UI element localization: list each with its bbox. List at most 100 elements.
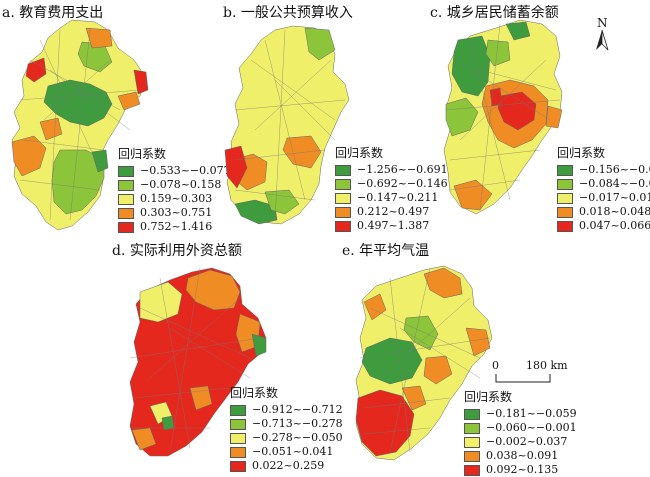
legend-label: −0.692~−0.146 bbox=[357, 177, 448, 190]
panel-d-legend: 回归系数 −0.912~−0.712 −0.713~−0.278 −0.278~… bbox=[230, 386, 343, 473]
legend-swatch bbox=[557, 220, 573, 232]
region-c-green-ne bbox=[505, 21, 531, 41]
legend-title: 回归系数 bbox=[335, 146, 384, 160]
region-e-orange-e bbox=[465, 327, 491, 357]
legend-swatch bbox=[230, 418, 246, 430]
legend-swatch bbox=[118, 193, 134, 205]
legend-swatch bbox=[118, 179, 134, 191]
region-d-yellow-nw bbox=[139, 281, 183, 323]
region-a-red-e bbox=[133, 69, 149, 95]
region-d-orange-ne bbox=[185, 269, 241, 311]
legend-swatch bbox=[464, 436, 480, 448]
region-a-orange-mid bbox=[39, 117, 63, 141]
region-b-red-sw bbox=[224, 145, 248, 189]
legend-item: −0.002~0.037 bbox=[464, 435, 577, 449]
region-b-green-ne bbox=[304, 27, 336, 61]
region-b-green-s bbox=[234, 199, 278, 225]
legend-label: −0.060~−0.001 bbox=[486, 421, 577, 434]
north-label: N bbox=[597, 16, 608, 30]
region-c-orange-e bbox=[545, 105, 563, 129]
legend-swatch bbox=[230, 446, 246, 458]
panel-a-legend: 回归系数 −0.533~−0.077 −0.078~0.158 0.159~0.… bbox=[118, 147, 231, 234]
legend-swatch bbox=[118, 207, 134, 219]
panel-b-title: b. 一般公共预算收入 bbox=[223, 5, 353, 21]
north-arrow-icon bbox=[596, 29, 609, 51]
panel-c-map bbox=[443, 19, 563, 215]
legend-item: −0.017~0.018 bbox=[557, 191, 650, 205]
panel-a-map bbox=[11, 19, 149, 231]
legend-swatch bbox=[557, 178, 573, 190]
panel-b-map bbox=[224, 25, 350, 225]
legend-label: −0.051~0.041 bbox=[252, 445, 334, 458]
legend-swatch bbox=[335, 164, 351, 176]
region-d-orange-se bbox=[189, 385, 213, 411]
legend-label: 0.752~1.416 bbox=[140, 220, 213, 233]
legend-item: 0.159~0.303 bbox=[118, 192, 231, 206]
legend-item: −0.051~0.041 bbox=[230, 445, 343, 459]
legend-swatch bbox=[464, 450, 480, 462]
region-c-lightgreen-n bbox=[485, 39, 511, 67]
legend-label: 0.038~0.091 bbox=[486, 449, 559, 462]
legend-item: −0.078~0.158 bbox=[118, 178, 231, 192]
panel-b-legend: 回归系数 −1.256~−0.691 −0.692~−0.146 −0.147~… bbox=[335, 146, 448, 233]
legend-swatch bbox=[335, 178, 351, 190]
panel-d-title: d. 实际利用外资总额 bbox=[112, 243, 242, 259]
scale-label-zero: 0 bbox=[492, 359, 499, 372]
legend-item: 0.752~1.416 bbox=[118, 220, 231, 234]
region-e-red-south bbox=[355, 389, 415, 457]
region-c-green-west bbox=[451, 35, 491, 97]
legend-label: 0.022~0.259 bbox=[252, 459, 325, 472]
legend-item: −0.278~−0.050 bbox=[230, 431, 343, 445]
legend-item: 0.018~0.048 bbox=[557, 205, 650, 219]
panel-a-title: a. 教育费用支出 bbox=[2, 5, 104, 21]
panel-e-title: e. 年平均气温 bbox=[342, 243, 430, 259]
region-d-orange-s bbox=[131, 427, 157, 451]
legend-item: −0.156~−0.083 bbox=[557, 163, 650, 177]
legend-title: 回归系数 bbox=[557, 146, 606, 160]
legend-label: −0.181~−0.059 bbox=[486, 407, 577, 420]
scale-label-distance: 180 km bbox=[526, 359, 568, 372]
panel-d: d. 实际利用外资总额 回归系数 −0.912~−0.712 −0.713~−0… bbox=[110, 238, 343, 472]
region-c-red-w bbox=[489, 87, 503, 107]
legend-item: 0.497~1.387 bbox=[335, 219, 448, 233]
panel-c-legend: 回归系数 −0.156~−0.083 −0.084~−0.016 −0.017~… bbox=[557, 146, 650, 233]
legend-swatch bbox=[230, 404, 246, 416]
region-c-red-center bbox=[497, 91, 537, 131]
legend-item: 0.047~0.066 bbox=[557, 219, 650, 233]
panel-d-map bbox=[129, 267, 267, 457]
legend-label: −0.713~−0.278 bbox=[252, 417, 343, 430]
legend-label: 0.303~0.751 bbox=[140, 206, 213, 219]
legend-item: −0.692~−0.146 bbox=[335, 177, 448, 191]
legend-item: −0.084~−0.016 bbox=[557, 177, 650, 191]
legend-label: −0.156~−0.083 bbox=[579, 163, 650, 176]
panel-e: e. 年平均气温 0 180 km 回归系数 −0.181~−0.059 −0.… bbox=[340, 238, 577, 476]
legend-swatch bbox=[230, 460, 246, 472]
region-e-green-center bbox=[361, 337, 423, 385]
region-b-green-s2 bbox=[264, 189, 300, 215]
legend-item: −0.713~−0.278 bbox=[230, 417, 343, 431]
legend-item: −0.147~0.211 bbox=[335, 191, 448, 205]
legend-label: 0.497~1.387 bbox=[357, 219, 430, 232]
legend-label: −0.147~0.211 bbox=[357, 191, 439, 204]
legend-label: −1.256~−0.691 bbox=[357, 163, 448, 176]
region-a-orange-ne bbox=[85, 27, 113, 49]
legend-label: 0.159~0.303 bbox=[140, 192, 213, 205]
region-d-green-e bbox=[251, 333, 267, 357]
panel-e-map bbox=[355, 265, 493, 461]
legend-item: −0.533~−0.077 bbox=[118, 164, 231, 178]
legend-item: −0.181~−0.059 bbox=[464, 407, 577, 421]
legend-title: 回归系数 bbox=[230, 386, 279, 400]
panel-c-title: c. 城乡居民储蓄余额 bbox=[430, 5, 559, 21]
legend-swatch bbox=[335, 220, 351, 232]
region-a-orange-w bbox=[11, 135, 47, 177]
legend-item: 0.092~0.135 bbox=[464, 463, 577, 477]
legend-label: −0.278~−0.050 bbox=[252, 431, 343, 444]
region-e-orange-n bbox=[423, 267, 463, 299]
scale-bar bbox=[495, 374, 551, 383]
legend-item: 0.303~0.751 bbox=[118, 206, 231, 220]
legend-swatch bbox=[464, 422, 480, 434]
legend-swatch bbox=[118, 165, 134, 177]
legend-swatch bbox=[335, 192, 351, 204]
panel-e-legend: 回归系数 −0.181~−0.059 −0.060~−0.001 −0.002~… bbox=[464, 390, 577, 477]
region-b-orange-mid bbox=[282, 135, 322, 169]
